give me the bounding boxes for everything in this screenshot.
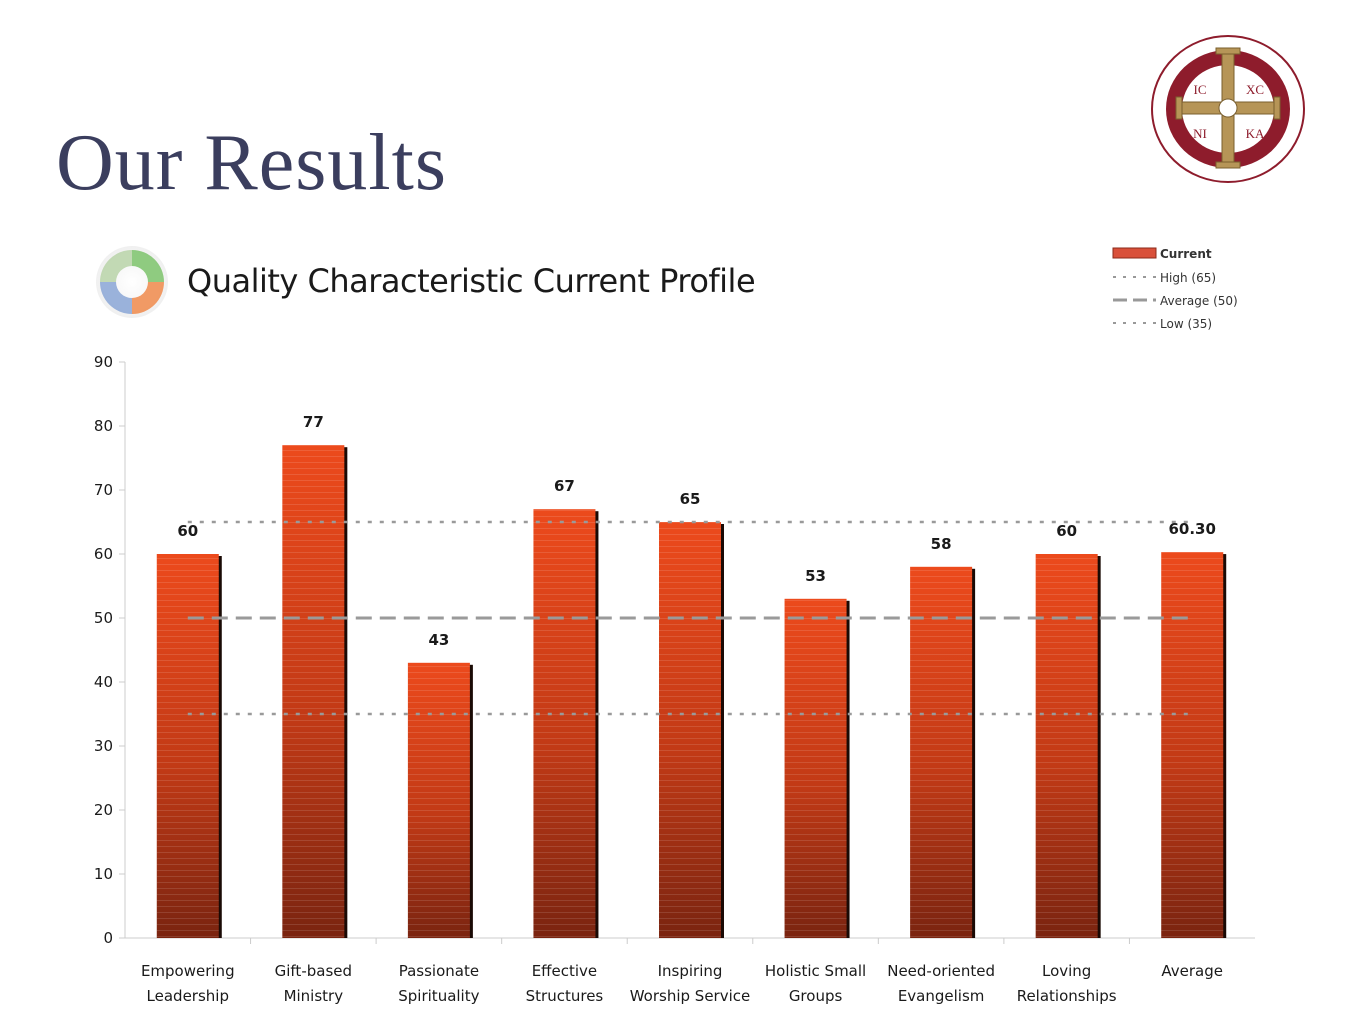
x-category-label: Spirituality bbox=[398, 987, 479, 1005]
x-category-label: Holistic Small bbox=[765, 962, 866, 980]
chart-bars bbox=[156, 445, 1227, 938]
bar-value-label: 65 bbox=[680, 490, 701, 508]
seal-letter-ka: KA bbox=[1246, 126, 1265, 141]
x-category-label: Relationships bbox=[1017, 987, 1117, 1005]
legend-label-high: High (65) bbox=[1160, 271, 1216, 285]
bar-texture bbox=[533, 509, 596, 938]
x-category-label: Ministry bbox=[284, 987, 344, 1005]
x-category-label: Groups bbox=[789, 987, 843, 1005]
y-tick-label: 10 bbox=[94, 865, 113, 883]
y-tick-label: 70 bbox=[94, 481, 113, 499]
y-tick-label: 20 bbox=[94, 801, 113, 819]
legend-label-current: Current bbox=[1160, 247, 1212, 261]
bar-texture bbox=[1161, 552, 1224, 938]
x-category-label: Empowering bbox=[141, 962, 235, 980]
bar-texture bbox=[1035, 554, 1098, 938]
bar-texture bbox=[659, 522, 721, 938]
x-category-label: Leadership bbox=[147, 987, 229, 1005]
x-category-label: Passionate bbox=[399, 962, 479, 980]
y-tick-label: 50 bbox=[94, 609, 113, 627]
x-category-label: Loving bbox=[1042, 962, 1091, 980]
bar-value-label: 77 bbox=[303, 413, 324, 431]
chart-legend: Current High (65) Average (50) Low (35) bbox=[1112, 247, 1238, 331]
bar-value-label: 58 bbox=[931, 535, 952, 553]
seal-letter-ic: IC bbox=[1194, 82, 1207, 97]
x-category-label: Effective bbox=[532, 962, 597, 980]
legend-label-average: Average (50) bbox=[1160, 294, 1238, 308]
x-category-label: Average bbox=[1161, 962, 1223, 980]
y-tick-label: 90 bbox=[94, 353, 113, 371]
y-tick-label: 30 bbox=[94, 737, 113, 755]
y-tick-label: 40 bbox=[94, 673, 113, 691]
bar-value-label: 53 bbox=[805, 567, 826, 585]
bar-texture bbox=[784, 598, 847, 938]
bar-value-label: 67 bbox=[554, 477, 575, 495]
x-category-label: Evangelism bbox=[898, 987, 985, 1005]
chart-labels: 60 Empowering Leadership 77 Gift-based Minist… bbox=[141, 413, 1223, 1005]
bar-value-label: 60 bbox=[1056, 522, 1077, 540]
archdiocese-seal-logo: IC XC NI KA bbox=[1151, 35, 1305, 183]
x-category-label: Worship Service bbox=[630, 987, 751, 1005]
legend-label-low: Low (35) bbox=[1160, 317, 1212, 331]
bar-texture bbox=[910, 566, 973, 938]
x-category-label: Structures bbox=[526, 987, 604, 1005]
bar-value-label: 60 bbox=[177, 522, 198, 540]
chart-title: Quality Characteristic Current Profile bbox=[187, 262, 756, 300]
bar-value-label: 43 bbox=[428, 631, 449, 649]
seal-letter-ni: NI bbox=[1193, 126, 1207, 141]
y-tick-label: 0 bbox=[103, 929, 113, 947]
seal-letter-xc: XC bbox=[1246, 82, 1264, 97]
x-category-label: Need-oriented bbox=[887, 962, 995, 980]
ncd-swirl-logo bbox=[96, 246, 168, 318]
x-category-label: Gift-based bbox=[275, 962, 352, 980]
legend-swatch-current bbox=[1112, 247, 1157, 259]
x-category-label: Inspiring bbox=[658, 962, 723, 980]
bar-texture bbox=[282, 445, 345, 938]
bar-texture bbox=[156, 554, 219, 938]
bar-texture bbox=[407, 662, 470, 938]
y-tick-label: 80 bbox=[94, 417, 113, 435]
bar-value-label: 60.30 bbox=[1168, 520, 1215, 538]
slide-title: Our Results bbox=[56, 119, 447, 207]
y-tick-label: 60 bbox=[94, 545, 113, 563]
